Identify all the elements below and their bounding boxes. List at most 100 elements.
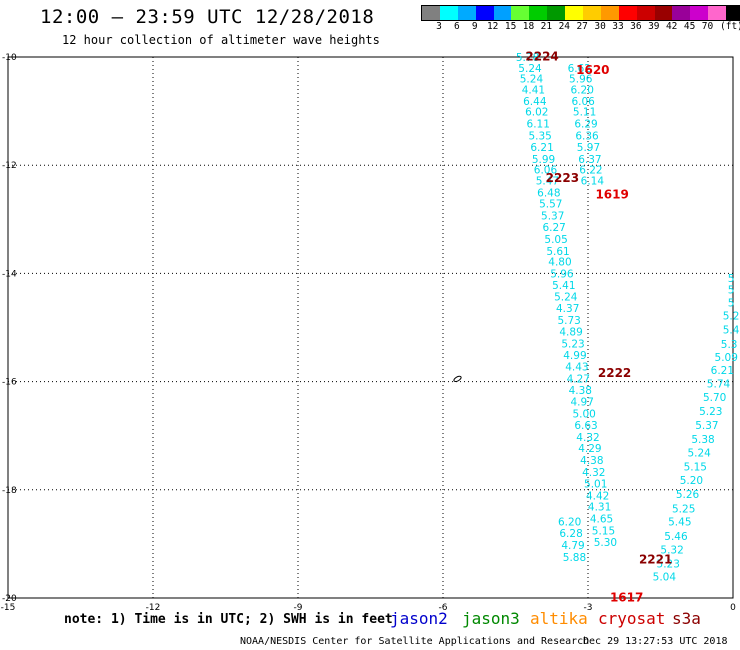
wave-height-value: 4.41 <box>522 85 545 97</box>
wave-height-value: 6.14 <box>581 175 605 187</box>
pass-time-label: 2224 <box>525 50 558 64</box>
note-text: note: 1) Time is in UTC; 2) SWH is in fe… <box>64 612 393 627</box>
legend-label: 45 <box>683 21 696 32</box>
legend-swatch <box>547 6 566 20</box>
legend-swatch <box>511 6 530 20</box>
wave-height-value: 5.3 <box>721 339 738 351</box>
wave-height-value: 5.24 <box>554 292 578 304</box>
wave-height-value: 5.09 <box>715 352 738 364</box>
wave-height-value: 5.15 <box>684 462 707 474</box>
legend-swatch <box>439 6 458 20</box>
pass-time-label: 1619 <box>595 187 628 201</box>
legend-swatch <box>493 6 512 20</box>
legend-label: 36 <box>630 21 642 32</box>
map-title: 12:00 – 23:59 UTC 12/28/2018 <box>40 6 375 28</box>
pass-time-label: 1617 <box>610 591 643 605</box>
wave-height-value: 6.21 <box>711 365 734 377</box>
wave-height-value: 4.38 <box>580 455 603 467</box>
wave-height-value: 5.38 <box>691 434 714 446</box>
legend-label: 3 <box>436 21 442 32</box>
x-tick-label: -9 <box>294 603 303 613</box>
wave-height-value: 4.32 <box>582 467 605 479</box>
wave-height-value: 6.06 <box>534 165 558 177</box>
wave-height-value: 4.27 <box>567 373 590 385</box>
wave-height-value: 5.47 <box>536 175 559 187</box>
wave-height-value: 5.24 <box>687 448 711 460</box>
wave-height-value: 5.35 <box>528 131 551 143</box>
legend-label: 9 <box>471 21 478 32</box>
wave-height-value: 5.37 <box>541 211 564 223</box>
pass-time-label: 1620 <box>576 63 609 77</box>
legend-swatch <box>654 6 673 20</box>
pass-time-label: 2223 <box>546 171 579 185</box>
wave-height-value: 5.01 <box>584 478 607 490</box>
footer-credit: NOAA/NESDIS Center for Satellite Applica… <box>240 636 590 647</box>
wave-height-value: 5.73 <box>557 315 580 327</box>
wave-height-value: 5.04 <box>653 571 677 583</box>
pass-time-label: 2221 <box>639 553 672 567</box>
wave-height-value: 5.45 <box>668 516 691 528</box>
wave-height-value: 5.4 <box>723 325 740 337</box>
legend-label: 24 <box>558 21 571 32</box>
satellite-jason3: jason3 <box>462 609 520 628</box>
wave-height-value: 6.06 <box>571 96 595 108</box>
wave-height-value: 6.11 <box>527 119 550 131</box>
wave-height-value: 5.11 <box>573 107 596 119</box>
plot-frame <box>7 56 734 599</box>
legend-label: 70 <box>701 21 714 32</box>
legend-swatch <box>529 6 548 20</box>
wave-height-value: 5.24 <box>520 74 544 86</box>
y-tick-label: -10 <box>2 53 17 63</box>
legend-swatch <box>583 6 601 20</box>
color-legend <box>421 5 740 21</box>
legend-label: 27 <box>576 21 588 32</box>
legend-label: 18 <box>522 21 535 32</box>
x-tick-label: 0 <box>730 603 736 613</box>
wave-height-value: 5.23 <box>657 558 680 570</box>
wave-height-value: 6.02 <box>525 107 548 119</box>
wave-height-value: 5.61 <box>546 246 569 258</box>
legend-swatch <box>457 6 476 20</box>
legend-swatch <box>672 6 691 20</box>
wave-height-value: 5.2 <box>723 311 740 323</box>
wave-height-value: 5.23 <box>699 406 722 418</box>
wave-height-value: 5.25 <box>672 503 695 515</box>
wave-height-value: 5 <box>728 298 735 310</box>
wave-height-value: 6.63 <box>574 420 597 432</box>
wave-height-value: 5.23 <box>561 338 584 350</box>
map-subtitle: 12 hour collection of altimeter wave hei… <box>62 33 380 47</box>
wave-height-value: 6.20 <box>558 516 581 528</box>
footer-timestamp: Dec 29 13:27:53 UTC 2018 <box>583 636 728 647</box>
wave-height-value: 5.96 <box>550 268 574 280</box>
legend-swatch <box>690 6 709 20</box>
legend-label: 39 <box>648 21 660 32</box>
legend-swatch <box>618 6 637 20</box>
wave-height-value: 4.79 <box>561 540 584 552</box>
wave-height-value: 5.70 <box>703 392 726 404</box>
legend-label: 6 <box>454 21 460 32</box>
x-tick-label: -6 <box>439 603 448 613</box>
wave-height-value: 4.42 <box>586 490 609 502</box>
wave-height-value: 4.89 <box>559 326 582 338</box>
legend-label: 15 <box>504 21 517 32</box>
wave-height-value: 5.26 <box>676 489 700 501</box>
legend-label: 21 <box>540 21 553 32</box>
wave-height-value: 6.62 <box>568 63 591 75</box>
wave-height-value: 4.32 <box>576 432 599 444</box>
wave-height-value: 5.41 <box>552 280 575 292</box>
wave-height-value: 5.88 <box>563 552 586 564</box>
wave-height-value: 6.44 <box>523 96 547 108</box>
wave-height-value: 4.43 <box>565 362 588 374</box>
wave-height-value: 5.57 <box>539 199 562 211</box>
satellite-s3a: s3a <box>672 609 701 628</box>
satellite-altika: altika <box>530 609 588 628</box>
wave-height-value: 6.22 <box>579 165 602 177</box>
island-outline <box>453 375 462 383</box>
wave-height-value: 5.74 <box>707 378 731 390</box>
legend-label: 42 <box>665 21 678 32</box>
wave-height-value: 5.99 <box>532 154 555 166</box>
legend-swatch <box>475 6 494 20</box>
pass-time-label: 2222 <box>598 366 631 380</box>
y-tick-label: -20 <box>2 594 17 604</box>
legend-swatch <box>565 6 584 20</box>
